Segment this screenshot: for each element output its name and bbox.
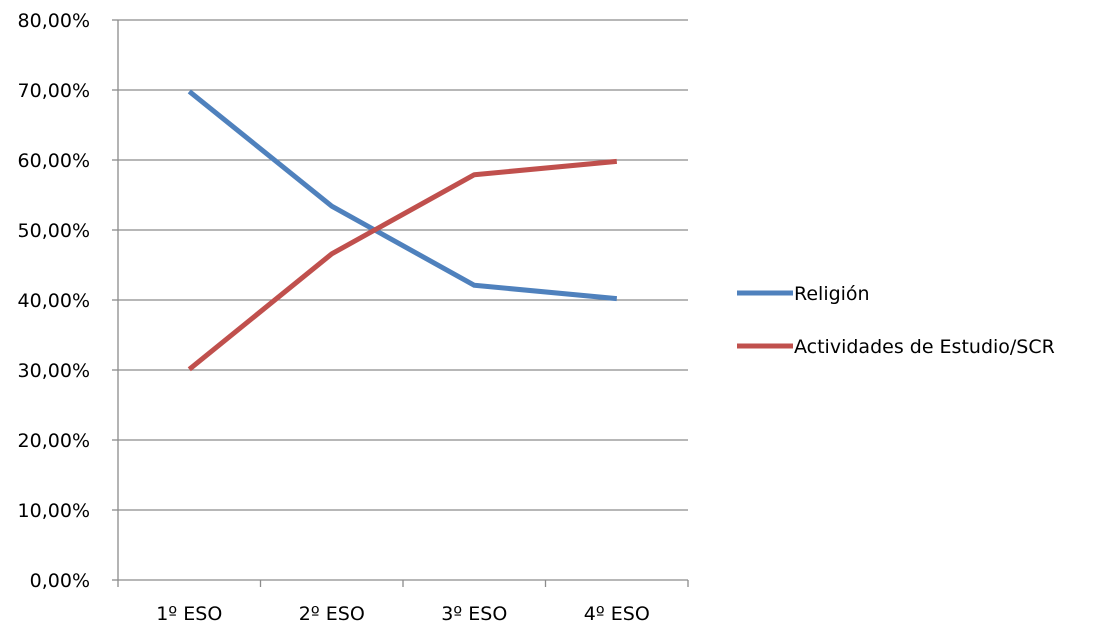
x-tick-label: 3º ESO: [441, 603, 507, 625]
series-line-1: [187, 158, 618, 372]
y-tick-label: 0,00%: [30, 570, 90, 592]
series-line-0: [187, 89, 618, 302]
series-lines: [187, 89, 618, 372]
x-tick-label: 1º ESO: [156, 603, 222, 625]
legend-label-0: Religión: [794, 283, 870, 305]
y-tick-label: 50,00%: [18, 220, 90, 242]
x-tick-label: 2º ESO: [299, 603, 365, 625]
x-tick-label: 4º ESO: [584, 603, 650, 625]
axes: 0,00% 10,00% 20,00% 30,00% 40,00% 50,00% 60,00…: [18, 10, 689, 625]
legend-label-1: Actividades de Estudio/SCR: [794, 336, 1055, 358]
legend: Religión Actividades de Estudio/SCR: [737, 283, 1055, 358]
y-tick-label: 80,00%: [18, 10, 90, 32]
gridlines: [118, 19, 688, 511]
y-tick-label: 60,00%: [18, 150, 90, 172]
y-tick-label: 70,00%: [18, 80, 90, 102]
y-tick-label: 20,00%: [18, 430, 90, 452]
y-tick-label: 40,00%: [18, 290, 90, 312]
y-tick-label: 30,00%: [18, 360, 90, 382]
y-tick-label: 10,00%: [18, 500, 90, 522]
